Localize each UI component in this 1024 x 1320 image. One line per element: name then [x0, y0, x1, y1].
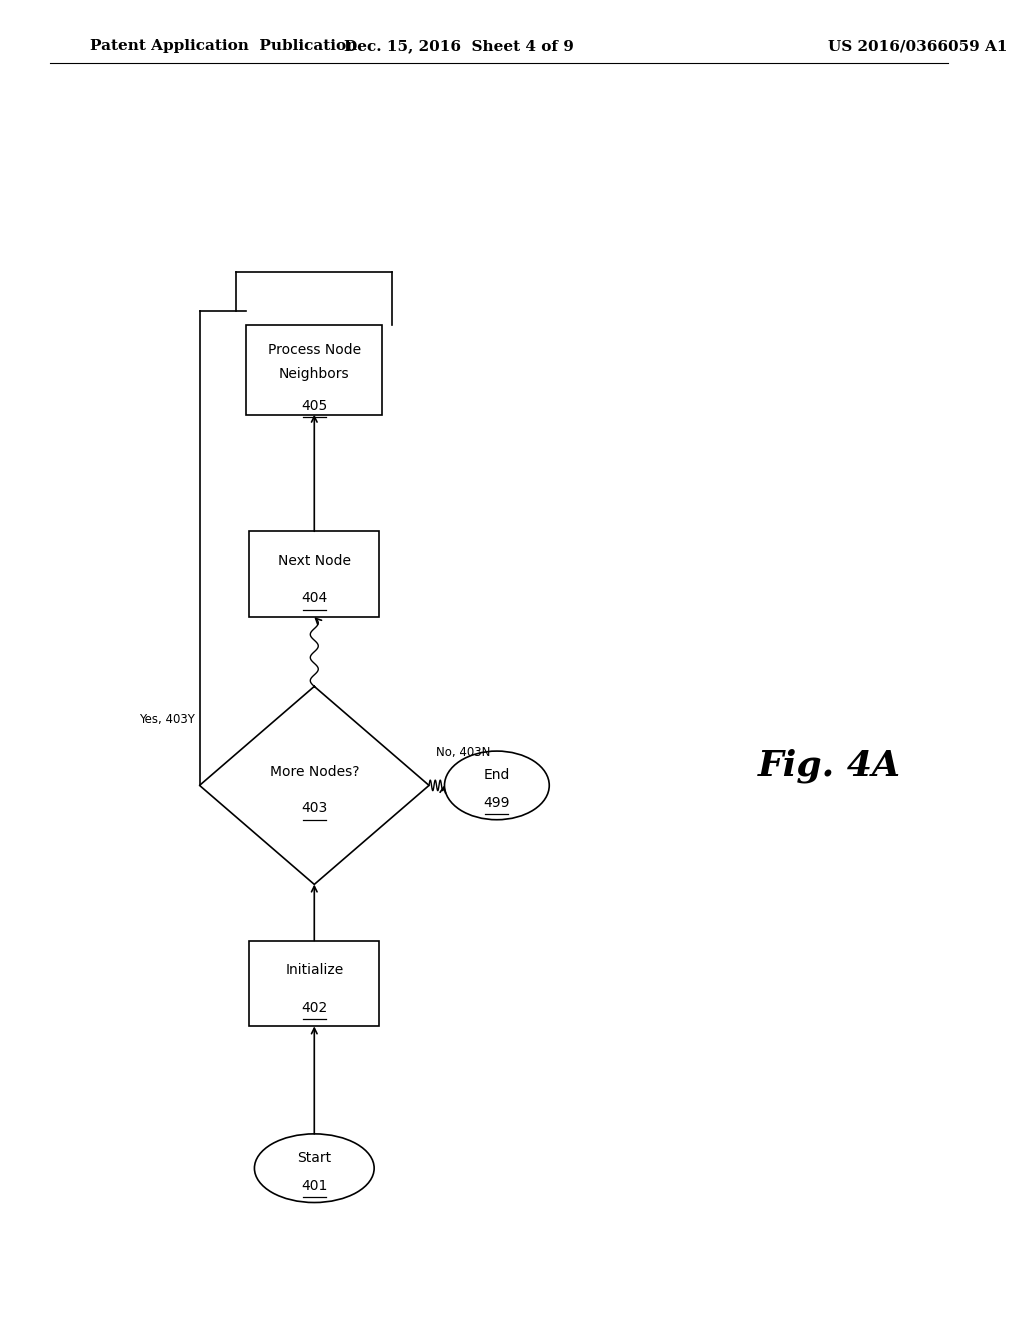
FancyBboxPatch shape	[250, 940, 379, 1027]
Text: 499: 499	[483, 796, 510, 810]
Text: US 2016/0366059 A1: US 2016/0366059 A1	[828, 40, 1008, 53]
Text: Initialize: Initialize	[285, 964, 343, 977]
Polygon shape	[200, 686, 429, 884]
Text: Start: Start	[297, 1151, 332, 1164]
Text: Next Node: Next Node	[278, 554, 351, 568]
Text: 405: 405	[301, 399, 328, 413]
Text: 401: 401	[301, 1179, 328, 1193]
Text: Yes, 403Y: Yes, 403Y	[138, 713, 195, 726]
FancyBboxPatch shape	[246, 325, 382, 414]
Text: Process Node: Process Node	[267, 343, 360, 356]
Ellipse shape	[254, 1134, 374, 1203]
Ellipse shape	[444, 751, 549, 820]
Text: More Nodes?: More Nodes?	[269, 766, 359, 779]
Text: Dec. 15, 2016  Sheet 4 of 9: Dec. 15, 2016 Sheet 4 of 9	[344, 40, 573, 53]
Text: Fig. 4A: Fig. 4A	[759, 748, 901, 783]
Text: End: End	[483, 768, 510, 781]
Text: Patent Application  Publication: Patent Application Publication	[90, 40, 357, 53]
FancyBboxPatch shape	[250, 532, 379, 618]
Text: 404: 404	[301, 591, 328, 606]
Text: 402: 402	[301, 1001, 328, 1015]
Text: 403: 403	[301, 801, 328, 816]
Text: No, 403N: No, 403N	[436, 746, 490, 759]
Text: Neighbors: Neighbors	[279, 367, 349, 380]
